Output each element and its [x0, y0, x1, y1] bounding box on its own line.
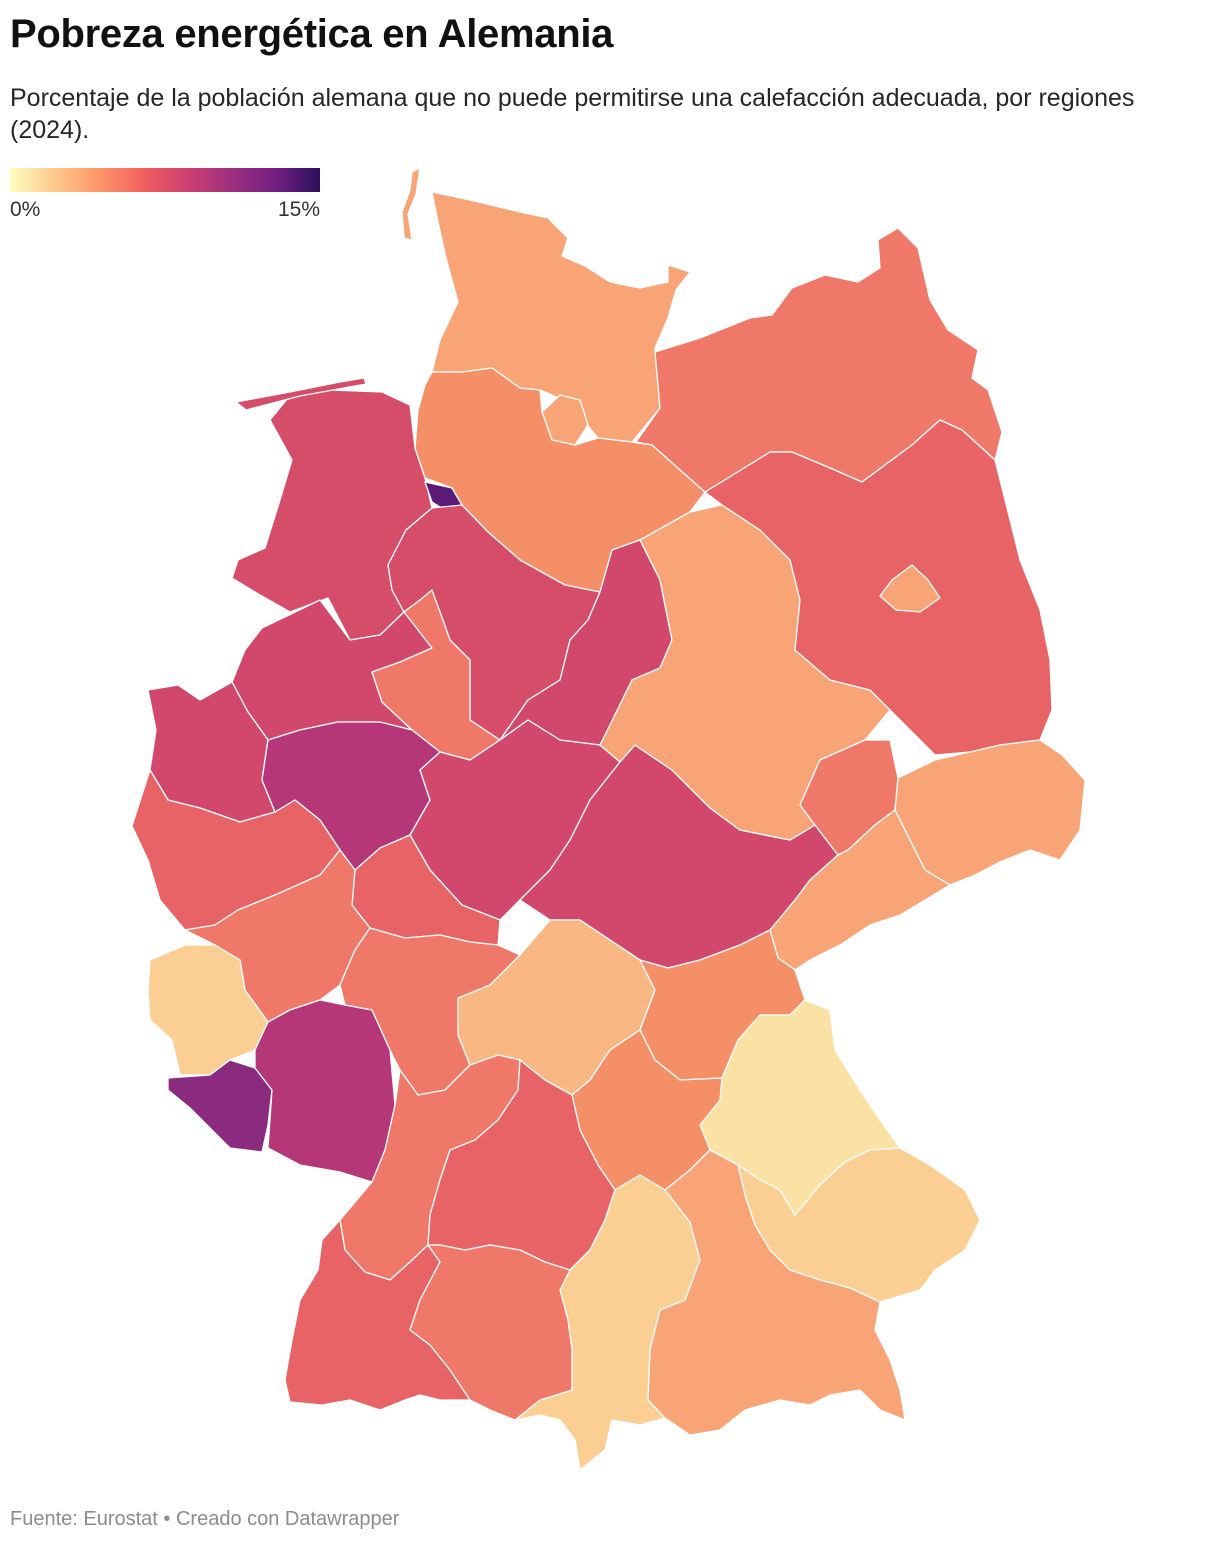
region-freiburg[interactable] — [284, 1219, 471, 1411]
region-chemnitz[interactable] — [769, 809, 951, 971]
source-credit: Fuente: Eurostat • Creado con Datawrappe… — [10, 1508, 400, 1530]
region-saarland[interactable] — [167, 1059, 273, 1153]
region-dresden[interactable] — [894, 739, 1086, 886]
color-legend: 0% 15% — [10, 168, 320, 224]
island-sylt — [401, 167, 421, 241]
legend-min-label: 0% — [10, 198, 41, 221]
chart-subtitle: Porcentaje de la población alemana que n… — [10, 84, 1135, 144]
legend-max-label: 15% — [277, 198, 320, 221]
region-schleswig-holstein[interactable] — [431, 191, 691, 443]
legend-gradient-bar — [10, 168, 320, 192]
chart-title: Pobreza energética en Alemania — [10, 12, 614, 56]
island-east-frisia — [235, 377, 367, 411]
region-rheinhessen-pfalz[interactable] — [254, 999, 396, 1183]
region-tubingen[interactable] — [409, 1244, 573, 1421]
region-oberbayern[interactable] — [647, 1149, 906, 1436]
region-brandenburg[interactable] — [704, 419, 1053, 756]
region-trier[interactable] — [147, 944, 269, 1076]
region-berlin[interactable] — [879, 564, 941, 613]
